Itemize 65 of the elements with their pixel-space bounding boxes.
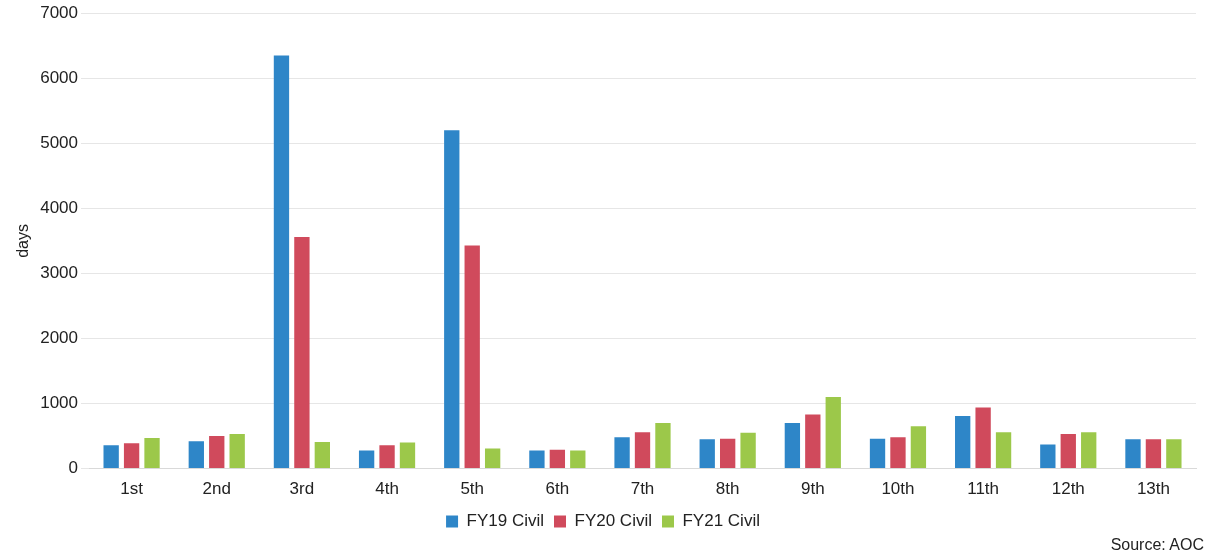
bar <box>975 407 991 469</box>
bar <box>484 448 501 469</box>
bar <box>188 441 204 469</box>
x-tick-label: 1st <box>120 479 144 499</box>
y-axis-title: days <box>14 224 32 258</box>
y-tick-label: 5000 <box>40 133 79 152</box>
bar <box>144 438 160 469</box>
bar <box>570 450 586 469</box>
bar <box>1081 432 1097 469</box>
legend-label: FY21 Civil <box>682 511 760 531</box>
x-tick-label: 11th <box>967 479 1000 499</box>
x-tick-label: 12th <box>1051 479 1085 499</box>
source-note: Source: AOC <box>1110 536 1204 554</box>
y-tick-label: 6000 <box>40 67 79 87</box>
y-tick-label: 1000 <box>40 393 79 413</box>
bar <box>399 442 416 469</box>
legend-label: FY19 Civil <box>466 511 545 531</box>
bar <box>464 245 480 469</box>
bar <box>103 445 119 469</box>
bar <box>699 439 715 469</box>
x-tick-label: 6th <box>545 479 570 499</box>
bar <box>955 415 971 469</box>
bar <box>784 423 801 469</box>
x-tick-label: 10th <box>881 479 915 499</box>
bar <box>720 438 736 469</box>
bar <box>1040 444 1056 469</box>
bar <box>910 426 927 469</box>
bar <box>123 443 140 469</box>
bar <box>634 432 651 469</box>
x-tick-label: 8th <box>715 479 740 499</box>
x-tick-label: 4th <box>375 479 399 499</box>
x-tick-label: 5th <box>460 479 485 499</box>
x-tick-label: 13th <box>1136 479 1170 499</box>
x-tick-label: 9th <box>800 479 825 499</box>
bar <box>655 423 671 469</box>
y-tick-label: 7000 <box>40 2 79 22</box>
bar <box>995 432 1012 469</box>
y-tick-label: 3000 <box>40 263 79 283</box>
bar <box>1125 439 1141 469</box>
bar <box>379 445 395 469</box>
x-tick-label: 3rd <box>289 479 315 499</box>
bar <box>549 449 566 469</box>
bar <box>209 436 225 469</box>
bar <box>740 432 756 469</box>
bar <box>294 237 310 469</box>
y-tick-label: 4000 <box>40 198 79 218</box>
bar <box>229 434 245 469</box>
bar <box>805 414 821 469</box>
bar <box>314 441 330 469</box>
bar <box>1060 434 1076 469</box>
legend-label: FY20 Civil <box>574 511 652 531</box>
bar <box>825 397 841 469</box>
bar <box>444 130 460 469</box>
x-tick-label: 7th <box>630 479 655 499</box>
bar <box>529 450 545 469</box>
bar <box>1145 439 1162 469</box>
y-tick-label: 0 <box>68 458 79 478</box>
bar <box>273 55 290 469</box>
bar <box>890 437 906 469</box>
bar <box>614 437 630 469</box>
x-tick-label: 2nd <box>202 479 231 499</box>
bar <box>358 450 375 469</box>
y-tick-label: 2000 <box>40 328 79 348</box>
bar <box>869 438 886 469</box>
bar <box>1166 439 1182 469</box>
